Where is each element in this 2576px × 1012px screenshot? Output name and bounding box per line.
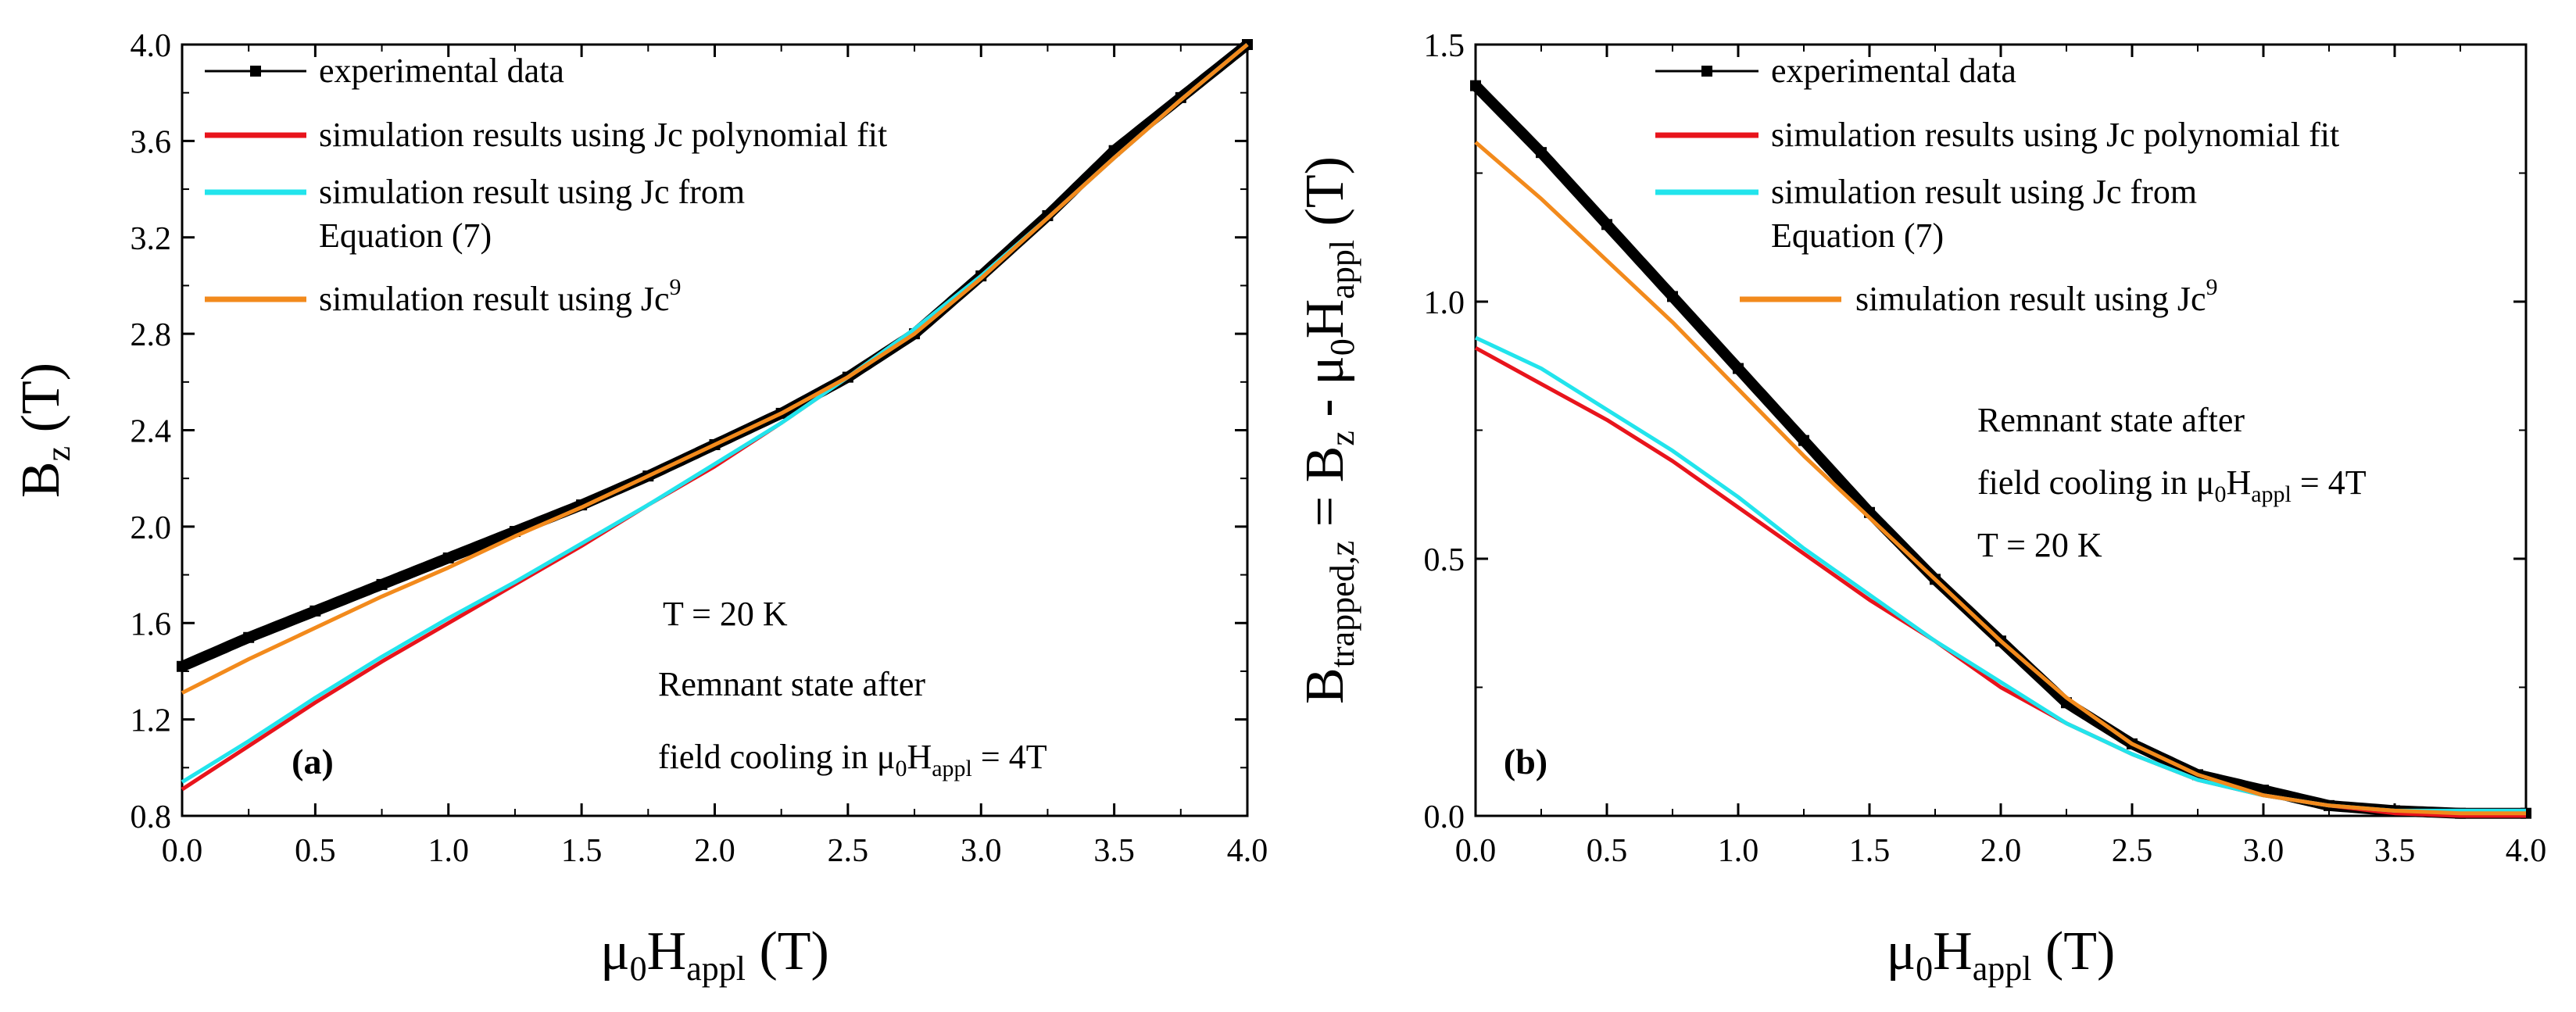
x-tick-label: 4.0 xyxy=(1227,833,1268,869)
legend-label-ref9: simulation result using Jc9 xyxy=(319,274,682,318)
y-tick-label: 1.5 xyxy=(1424,28,1465,64)
y-tick-label: 1.6 xyxy=(131,606,172,642)
data-point-experimental xyxy=(1536,147,1547,159)
x-tick-label: 2.5 xyxy=(828,833,869,869)
data-point-experimental xyxy=(376,578,388,590)
x-tick-label: 4.0 xyxy=(2506,833,2547,869)
y-axis-label: Bz (T) xyxy=(11,363,77,498)
legend-label-equation7: simulation result using Jc from xyxy=(319,173,745,211)
panel-tag: (b) xyxy=(1504,742,1547,781)
legend-label-polynomial_fit: simulation results using Jc polynomial f… xyxy=(319,116,887,154)
data-point-experimental xyxy=(177,660,188,672)
data-point-experimental xyxy=(1733,363,1744,374)
data-point-experimental xyxy=(243,631,255,643)
data-point-experimental xyxy=(309,605,321,617)
legend-marker-experimental xyxy=(1701,66,1712,77)
legend: experimental data simulation results usin… xyxy=(205,52,887,318)
data-point-experimental xyxy=(1667,291,1678,302)
x-tick-label: 0.5 xyxy=(1587,833,1628,869)
annotation: field cooling in μ0Happl = 4T xyxy=(658,738,1047,781)
legend-label-experimental: experimental data xyxy=(1771,52,2016,90)
annotation: field cooling in μ0Happl = 4T xyxy=(1977,463,2367,507)
legend-label-experimental: experimental data xyxy=(319,52,564,90)
panel-tag: (a) xyxy=(292,742,334,781)
y-tick-label: 2.4 xyxy=(131,414,172,450)
x-tick-label: 3.0 xyxy=(961,833,1002,869)
x-tick-label: 2.5 xyxy=(2112,833,2153,869)
x-tick-label: 3.5 xyxy=(1093,833,1135,869)
y-tick-label: 0.8 xyxy=(131,799,172,835)
x-tick-label: 3.5 xyxy=(2374,833,2416,869)
x-tick-label: 2.0 xyxy=(1980,833,2022,869)
y-tick-label: 2.0 xyxy=(131,510,172,546)
y-tick-label: 2.8 xyxy=(131,317,172,353)
legend-label-continued: Equation (7) xyxy=(319,216,492,255)
x-tick-label: 1.0 xyxy=(428,833,470,869)
y-tick-label: 1.0 xyxy=(1424,285,1465,321)
x-tick-label: 0.5 xyxy=(295,833,336,869)
legend-label-equation7: simulation result using Jc from xyxy=(1771,173,2197,211)
x-tick-label: 0.0 xyxy=(1455,833,1497,869)
legend-label-ref9: simulation result using Jc9 xyxy=(1855,274,2218,318)
data-point-experimental xyxy=(1601,219,1612,231)
legend-label-continued: Equation (7) xyxy=(1771,216,1944,255)
chart-panel-b: 0.0 0.5 1.0 1.5 2.0 2.5 3.0 3.5 4.0 0.0 0.5 1.0 1.5 μ… xyxy=(1295,28,2546,988)
y-tick-label: 3.2 xyxy=(131,221,172,257)
x-tick-label: 2.0 xyxy=(694,833,735,869)
x-tick-label: 0.0 xyxy=(162,833,203,869)
y-tick-label: 0.0 xyxy=(1424,799,1465,835)
legend-marker-experimental xyxy=(250,66,261,77)
x-tick-label: 1.0 xyxy=(1718,833,1759,869)
data-point-experimental xyxy=(1470,80,1481,91)
annotation: Remnant state after xyxy=(1977,401,2245,439)
x-tick-label: 1.5 xyxy=(1849,833,1891,869)
annotation: T = 20 K xyxy=(663,595,788,633)
y-tick-label: 3.6 xyxy=(131,124,172,160)
data-point-experimental xyxy=(1798,434,1809,446)
x-axis-label: μ0Happl (T) xyxy=(1887,921,2116,988)
x-tick-label: 1.5 xyxy=(561,833,603,869)
chart-panel-a: 0.0 0.5 1.0 1.5 2.0 2.5 3.0 3.5 4.0 0.8 1.2 1.6 2.0 2… xyxy=(11,28,1268,988)
series-line-ref9 xyxy=(181,43,1249,695)
x-axis-label: μ0Happl (T) xyxy=(600,921,829,988)
y-tick-label: 4.0 xyxy=(131,28,172,64)
series-line-ref9 xyxy=(1474,141,2526,816)
x-tick-label: 3.0 xyxy=(2243,833,2284,869)
annotation: Remnant state after xyxy=(658,665,925,703)
legend: experimental data simulation results usin… xyxy=(1655,52,2339,318)
y-tick-label: 0.5 xyxy=(1424,542,1465,578)
legend-label-polynomial_fit: simulation results using Jc polynomial f… xyxy=(1771,116,2339,154)
data-point-experimental xyxy=(442,552,454,563)
y-tick-label: 1.2 xyxy=(131,703,172,739)
y-axis-label: Btrapped,z = Bz - μ0Happl (T) xyxy=(1295,156,1361,704)
annotation: T = 20 K xyxy=(1977,526,2102,564)
